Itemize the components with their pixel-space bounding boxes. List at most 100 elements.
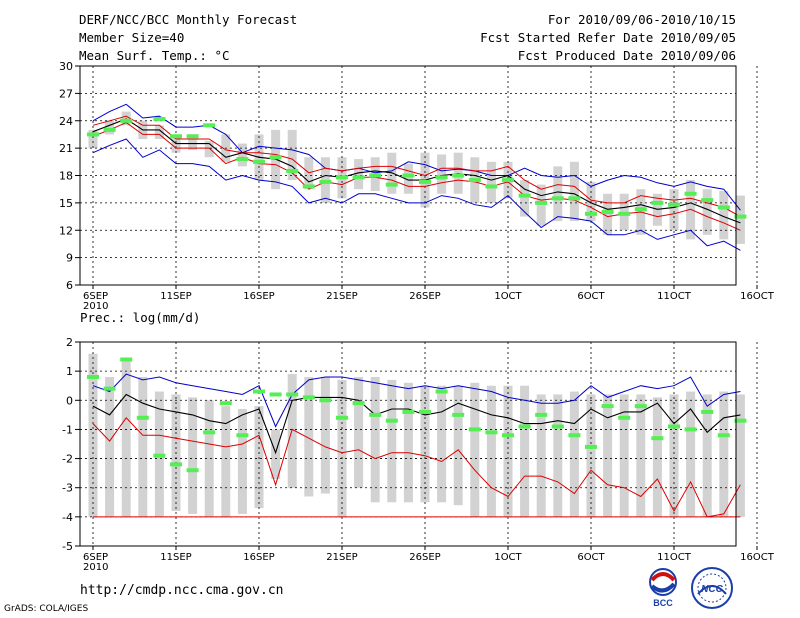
prec-ensemble-bar — [453, 385, 463, 506]
prec-plot-frame — [79, 341, 737, 547]
prec-observed-marker — [319, 398, 332, 403]
prec-xtick-label: 11OCT — [657, 552, 692, 563]
temp-ensemble-bar — [88, 129, 98, 149]
temp-ensemble-bar — [437, 154, 447, 194]
temp-ensemble-bar — [603, 193, 613, 235]
temp-xtick-label: 6OCT — [577, 291, 605, 302]
prec-xtick-label: 16OCT — [740, 552, 775, 563]
prec-observed-marker — [668, 424, 680, 429]
prec-ytick-label: -4 — [62, 511, 73, 524]
temp-observed-marker — [336, 175, 348, 180]
prec-observed-marker — [153, 453, 166, 458]
source-url[interactable]: http://cmdp.ncc.cma.gov.cn — [80, 583, 284, 598]
chart-title: DERF/NCC/BCC Monthly Forecast — [79, 12, 298, 27]
temp-observed-marker — [120, 118, 133, 123]
prec-panel: Prec.: log(mm/d)-5-4-3-2-10126SEP201011S… — [62, 310, 775, 573]
prec-ensemble-bar — [437, 385, 447, 503]
prec-ytick-label: -3 — [62, 482, 73, 495]
prec-xtick-label: 6SEP — [83, 552, 108, 563]
temp-ytick-label: 6 — [66, 279, 73, 292]
prec-observed-marker — [236, 433, 249, 438]
temp-observed-marker — [103, 127, 116, 132]
forecast-produced-date: Fcst Produced Date 2010/09/06 — [517, 48, 736, 63]
prec-observed-marker — [568, 433, 581, 438]
temp-observed-marker — [518, 193, 531, 198]
prec-observed-marker — [352, 401, 365, 406]
prec-min-line — [92, 417, 741, 518]
temp-upper-line — [92, 115, 741, 218]
temp-xtick-label: 11SEP — [160, 291, 191, 302]
temp-ensemble-bar — [287, 129, 297, 181]
prec-observed-marker — [468, 427, 481, 432]
temp-observed-marker — [352, 175, 365, 180]
prec-ensemble-bar — [188, 397, 198, 514]
prec-observed-marker — [518, 424, 531, 429]
prec-observed-marker — [385, 418, 398, 423]
temp-observed-marker — [717, 205, 730, 210]
forecast-period: For 2010/09/06-2010/10/15 — [547, 12, 736, 27]
prec-ensemble-bar — [569, 391, 579, 517]
temp-ensemble-bar — [669, 189, 679, 231]
temp-ytick-label: 30 — [59, 60, 73, 73]
prec-observed-marker — [502, 433, 514, 438]
prec-observed-marker — [651, 436, 664, 441]
prec-ensemble-bar — [88, 353, 98, 517]
temp-xtick-label: 2010 — [83, 301, 108, 312]
temp-observed-marker — [435, 175, 448, 180]
prec-ensemble-bar — [603, 394, 613, 517]
prec-observed-marker — [203, 430, 216, 435]
temp-xtick-label: 21SEP — [326, 291, 357, 302]
prec-observed-marker — [634, 404, 647, 409]
prec-ensemble-bar — [370, 376, 380, 503]
temp-observed-marker — [452, 173, 465, 178]
temp-observed-marker — [286, 168, 299, 173]
prec-xtick-label: 11SEP — [160, 552, 191, 563]
prec-observed-marker — [269, 392, 282, 397]
prec-observed-marker — [701, 409, 714, 414]
prec-observed-marker — [286, 392, 299, 397]
prec-observed-marker — [103, 386, 116, 391]
prec-ensemble-bar — [686, 391, 696, 517]
prec-ensemble-bar — [652, 397, 662, 517]
prec-observed-marker — [302, 395, 315, 400]
temp-ytick-label: 18 — [59, 170, 73, 183]
temp-observed-marker — [269, 155, 282, 160]
prec-observed-marker — [734, 418, 747, 423]
temp-observed-marker — [186, 134, 199, 139]
prec-observed-marker — [136, 415, 149, 420]
temp-observed-marker — [634, 207, 647, 212]
temp-ensemble-bar — [719, 191, 729, 240]
prec-observed-marker — [535, 412, 548, 417]
forecast-started-date: Fcst Started Refer Date 2010/09/05 — [480, 30, 736, 45]
temp-ytick-label: 15 — [59, 197, 73, 210]
temp-observed-marker — [170, 134, 182, 139]
ncc-logo-text: NCC — [701, 584, 723, 595]
prec-ensemble-bar — [403, 382, 413, 503]
prec-observed-marker — [419, 409, 431, 414]
prec-ensemble-bar — [636, 394, 646, 517]
temp-ensemble-bar — [536, 184, 546, 226]
temp-observed-marker — [302, 184, 315, 189]
temp-min-line — [92, 138, 741, 251]
temp-observed-marker — [419, 179, 431, 184]
prec-ensemble-bar — [470, 382, 480, 517]
temp-observed-marker — [651, 200, 664, 205]
temp-observed-marker — [585, 211, 597, 216]
temp-observed-marker — [236, 157, 249, 162]
temp-mean-line — [92, 118, 741, 224]
temp-observed-marker — [369, 173, 382, 178]
temp-observed-marker — [601, 210, 614, 214]
prec-xtick-label: 26SEP — [409, 552, 440, 563]
temp-ytick-label: 9 — [66, 252, 73, 265]
temp-observed-marker — [385, 182, 398, 187]
temp-ensemble-bar — [105, 120, 115, 135]
prec-observed-marker — [684, 427, 697, 432]
temp-xtick-label: 16SEP — [243, 291, 274, 302]
prec-observed-marker — [219, 401, 232, 406]
temp-ensemble-bar — [188, 139, 198, 150]
temp-ytick-label: 24 — [59, 115, 73, 128]
prec-ensemble-bar — [237, 409, 247, 514]
temp-observed-marker — [535, 200, 548, 205]
prec-observed-marker — [336, 415, 348, 420]
